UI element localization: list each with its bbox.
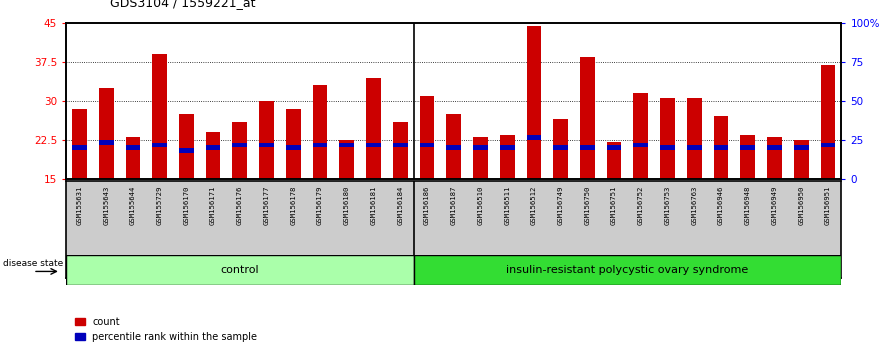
Bar bbox=[687, 98, 701, 179]
Bar bbox=[687, 145, 701, 150]
Text: GSM156187: GSM156187 bbox=[451, 185, 456, 225]
Bar bbox=[580, 145, 595, 150]
Text: GSM155729: GSM155729 bbox=[157, 185, 163, 225]
Bar bbox=[152, 143, 167, 147]
Bar bbox=[794, 140, 809, 179]
Text: GSM156751: GSM156751 bbox=[611, 185, 617, 225]
Text: disease state: disease state bbox=[4, 259, 63, 268]
Bar bbox=[313, 85, 328, 179]
Bar bbox=[206, 145, 220, 150]
Bar bbox=[740, 135, 755, 179]
Bar bbox=[419, 96, 434, 179]
Bar bbox=[553, 119, 568, 179]
Text: GSM155643: GSM155643 bbox=[103, 185, 109, 225]
Text: GSM156950: GSM156950 bbox=[798, 185, 804, 225]
Bar bbox=[447, 145, 461, 150]
Bar bbox=[527, 25, 541, 179]
Bar bbox=[259, 101, 274, 179]
Text: GSM156180: GSM156180 bbox=[344, 185, 350, 225]
Bar bbox=[206, 132, 220, 179]
Bar bbox=[152, 54, 167, 179]
Text: GSM156177: GSM156177 bbox=[263, 185, 270, 225]
Bar bbox=[714, 145, 729, 150]
Bar bbox=[179, 114, 194, 179]
Bar bbox=[633, 143, 648, 147]
Bar bbox=[339, 143, 354, 147]
Bar bbox=[473, 137, 488, 179]
Bar bbox=[259, 143, 274, 147]
Text: GSM156184: GSM156184 bbox=[397, 185, 403, 225]
Bar bbox=[233, 143, 248, 147]
Bar bbox=[366, 143, 381, 147]
Bar bbox=[660, 145, 675, 150]
Bar bbox=[660, 98, 675, 179]
Bar bbox=[126, 145, 140, 150]
Bar bbox=[500, 135, 515, 179]
Bar bbox=[286, 109, 300, 179]
Bar bbox=[313, 143, 328, 147]
Bar bbox=[553, 145, 568, 150]
Bar bbox=[767, 145, 781, 150]
Bar bbox=[413, 255, 841, 285]
Legend: count, percentile rank within the sample: count, percentile rank within the sample bbox=[71, 313, 261, 346]
Text: GSM156946: GSM156946 bbox=[718, 185, 724, 225]
Text: GSM156181: GSM156181 bbox=[371, 185, 376, 225]
Bar bbox=[179, 148, 194, 153]
Text: GSM156178: GSM156178 bbox=[291, 185, 296, 225]
Text: control: control bbox=[220, 265, 259, 275]
Bar bbox=[286, 145, 300, 150]
Bar bbox=[820, 143, 835, 147]
Text: GSM156749: GSM156749 bbox=[558, 185, 564, 225]
Bar bbox=[72, 109, 87, 179]
Text: GSM156179: GSM156179 bbox=[317, 185, 323, 225]
Text: GSM156763: GSM156763 bbox=[692, 185, 698, 225]
Text: GSM156170: GSM156170 bbox=[183, 185, 189, 225]
Bar bbox=[419, 143, 434, 147]
Bar bbox=[393, 122, 408, 179]
Bar bbox=[527, 135, 541, 139]
Bar bbox=[607, 142, 621, 179]
Bar bbox=[500, 145, 515, 150]
Bar bbox=[393, 143, 408, 147]
Bar bbox=[794, 145, 809, 150]
Bar bbox=[126, 137, 140, 179]
Text: GSM156510: GSM156510 bbox=[478, 185, 484, 225]
Bar bbox=[99, 140, 114, 145]
Bar bbox=[607, 145, 621, 150]
Text: GSM155644: GSM155644 bbox=[130, 185, 136, 225]
Bar bbox=[447, 114, 461, 179]
Text: GSM156752: GSM156752 bbox=[638, 185, 644, 225]
Bar bbox=[66, 255, 413, 285]
Text: GSM156511: GSM156511 bbox=[504, 185, 510, 225]
Bar bbox=[740, 145, 755, 150]
Text: GSM156171: GSM156171 bbox=[210, 185, 216, 225]
Text: GSM156186: GSM156186 bbox=[424, 185, 430, 225]
Bar bbox=[366, 78, 381, 179]
Bar bbox=[99, 88, 114, 179]
Text: GSM156753: GSM156753 bbox=[664, 185, 670, 225]
Text: GDS3104 / 1559221_at: GDS3104 / 1559221_at bbox=[110, 0, 255, 9]
Text: GSM155631: GSM155631 bbox=[77, 185, 83, 225]
Bar bbox=[714, 116, 729, 179]
Bar bbox=[580, 57, 595, 179]
Text: GSM156750: GSM156750 bbox=[584, 185, 590, 225]
Bar bbox=[767, 137, 781, 179]
Bar bbox=[820, 64, 835, 179]
Bar bbox=[339, 140, 354, 179]
Text: GSM156512: GSM156512 bbox=[531, 185, 537, 225]
Text: GSM156949: GSM156949 bbox=[772, 185, 778, 225]
Bar bbox=[72, 145, 87, 150]
Bar bbox=[633, 93, 648, 179]
Bar bbox=[473, 145, 488, 150]
Text: GSM156176: GSM156176 bbox=[237, 185, 243, 225]
Text: GSM156948: GSM156948 bbox=[744, 185, 751, 225]
Text: GSM156951: GSM156951 bbox=[825, 185, 831, 225]
Bar bbox=[233, 122, 248, 179]
Text: insulin-resistant polycystic ovary syndrome: insulin-resistant polycystic ovary syndr… bbox=[507, 265, 749, 275]
